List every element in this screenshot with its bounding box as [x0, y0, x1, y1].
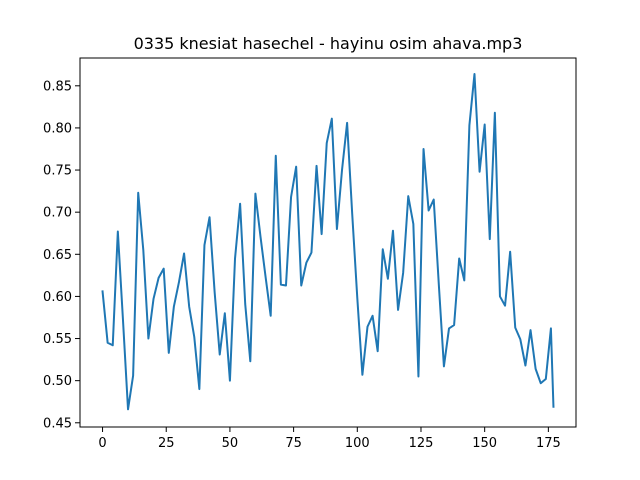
y-tick-label: 0.70	[43, 206, 72, 221]
y-tick-label: 0.45	[43, 416, 72, 431]
x-tick-label: 0	[98, 436, 106, 451]
x-tick-label: 25	[158, 436, 175, 451]
x-tick-label: 75	[285, 436, 302, 451]
chart-title: 0335 knesiat hasechel - hayinu osim ahav…	[134, 34, 523, 53]
axes-frame	[79, 57, 577, 428]
x-axis: 0 25 50 75 100 125 150 175	[98, 427, 561, 451]
y-tick-label: 0.65	[43, 248, 72, 263]
x-tick-label: 125	[409, 436, 434, 451]
y-axis: 0.45 0.50 0.55 0.60 0.65 0.70 0.75 0.80 0.85	[43, 79, 80, 431]
plot-area	[79, 57, 577, 428]
y-tick-label: 0.60	[43, 290, 72, 305]
y-tick-label: 0.75	[43, 164, 72, 179]
y-tick-label: 0.85	[43, 79, 72, 94]
x-tick-label: 100	[345, 436, 370, 451]
series-line-0	[101, 73, 555, 411]
y-tick-label: 0.80	[43, 121, 72, 136]
y-tick-label: 0.50	[43, 374, 72, 389]
x-tick-label: 175	[536, 436, 561, 451]
x-tick-label: 150	[472, 436, 497, 451]
y-tick-label: 0.55	[43, 332, 72, 347]
x-tick-label: 50	[222, 436, 239, 451]
